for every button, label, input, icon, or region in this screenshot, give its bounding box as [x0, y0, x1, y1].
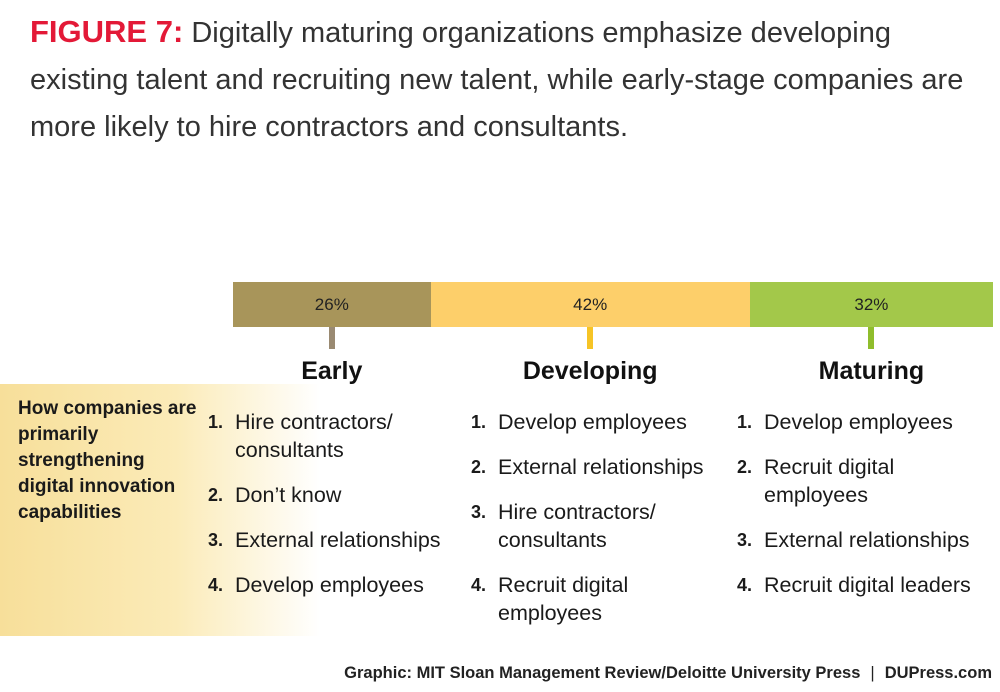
list-item: 4. Recruit digital leaders	[737, 571, 995, 599]
row-label-panel	[0, 384, 320, 636]
bar-value-label: 42%	[573, 294, 608, 314]
list-item-rank: 2.	[208, 485, 224, 505]
source-text: Graphic: MIT Sloan Management Review/Del…	[344, 664, 861, 682]
list-item-rank: 4.	[737, 575, 753, 595]
list-item-rank: 1.	[471, 412, 487, 432]
source-site: DUPress.com	[884, 664, 992, 682]
list-developing: 1. Develop employees 2. External relationsh…	[471, 408, 733, 644]
list-item: 4. Develop employees	[208, 571, 470, 599]
list-item-rank: 2.	[737, 457, 753, 477]
list-item: 3. External relationships	[737, 526, 995, 554]
column-header-maturing: Maturing	[818, 357, 925, 385]
list-item-rank: 3.	[208, 530, 224, 550]
segment-tick	[587, 327, 594, 349]
segment-tick	[868, 327, 875, 349]
figure-caption: Digitally maturing organizations emphasi…	[30, 17, 964, 143]
row-label: How companies are primarily strengthenin…	[18, 398, 197, 523]
list-item-rank: 1.	[737, 412, 753, 432]
bar-segment-developing: 42%	[430, 282, 750, 327]
list-item: 1. Develop employees	[737, 408, 995, 436]
list-item-text: External relationships	[235, 528, 441, 552]
list-item-rank: 4.	[208, 575, 224, 595]
list-item-text: Don’t know	[235, 483, 342, 507]
list-item-text: External relationships	[764, 528, 970, 552]
list-item-rank: 3.	[737, 530, 753, 550]
source-credit: Graphic: MIT Sloan Management Review/Del…	[344, 664, 992, 683]
bar-value-label: 32%	[854, 294, 889, 314]
list-item-rank: 1.	[208, 412, 224, 432]
list-item-rank: 2.	[471, 457, 487, 477]
list-item-text: Recruit digital employees	[764, 455, 895, 507]
list-item-rank: 3.	[471, 502, 487, 522]
segment-tick	[328, 327, 335, 349]
bar-segment-early: 26%	[233, 282, 431, 327]
column-header-early: Early	[301, 357, 363, 385]
list-item-text: Recruit digital employees	[498, 573, 629, 625]
figure-label: FIGURE 7:	[30, 14, 184, 49]
list-item-text: Hire contractors/ consultants	[235, 410, 393, 462]
list-item: 3. Hire contractors/ consultants	[471, 498, 733, 554]
stacked-bar: 26% 42% 32%	[233, 282, 993, 327]
list-item-text: Develop employees	[235, 573, 424, 597]
list-item: 3. External relationships	[208, 526, 470, 554]
list-item-text: Develop employees	[498, 410, 687, 434]
figure-title: FIGURE 7: Digitally maturing organizatio…	[30, 8, 985, 151]
bar-segment-maturing: 32%	[749, 282, 993, 327]
list-maturing: 1. Develop employees 2. Recruit digital emp…	[737, 408, 995, 616]
list-item-rank: 4.	[471, 575, 487, 595]
bar-value-label: 26%	[314, 294, 349, 314]
list-item: 2. Recruit digital employees	[737, 453, 995, 509]
column-header-developing: Developing	[522, 357, 658, 385]
list-item: 1. Hire contractors/ consultants	[208, 408, 470, 464]
source-separator: |	[870, 664, 875, 682]
list-item-text: Recruit digital leaders	[764, 573, 971, 597]
list-item-text: Develop employees	[764, 410, 953, 434]
list-item: 1. Develop employees	[471, 408, 733, 436]
list-item-text: Hire contractors/ consultants	[498, 500, 656, 552]
list-item: 2. Don’t know	[208, 481, 470, 509]
list-item-text: External relationships	[498, 455, 704, 479]
list-item: 2. External relationships	[471, 453, 733, 481]
list-item: 4. Recruit digital employees	[471, 571, 733, 627]
list-early: 1. Hire contractors/ consultants 2. Don’t k…	[208, 408, 470, 616]
